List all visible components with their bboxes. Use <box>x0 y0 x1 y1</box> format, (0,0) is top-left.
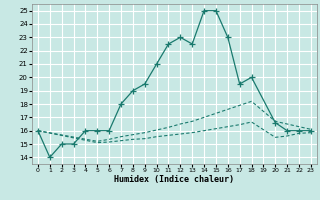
X-axis label: Humidex (Indice chaleur): Humidex (Indice chaleur) <box>115 175 234 184</box>
